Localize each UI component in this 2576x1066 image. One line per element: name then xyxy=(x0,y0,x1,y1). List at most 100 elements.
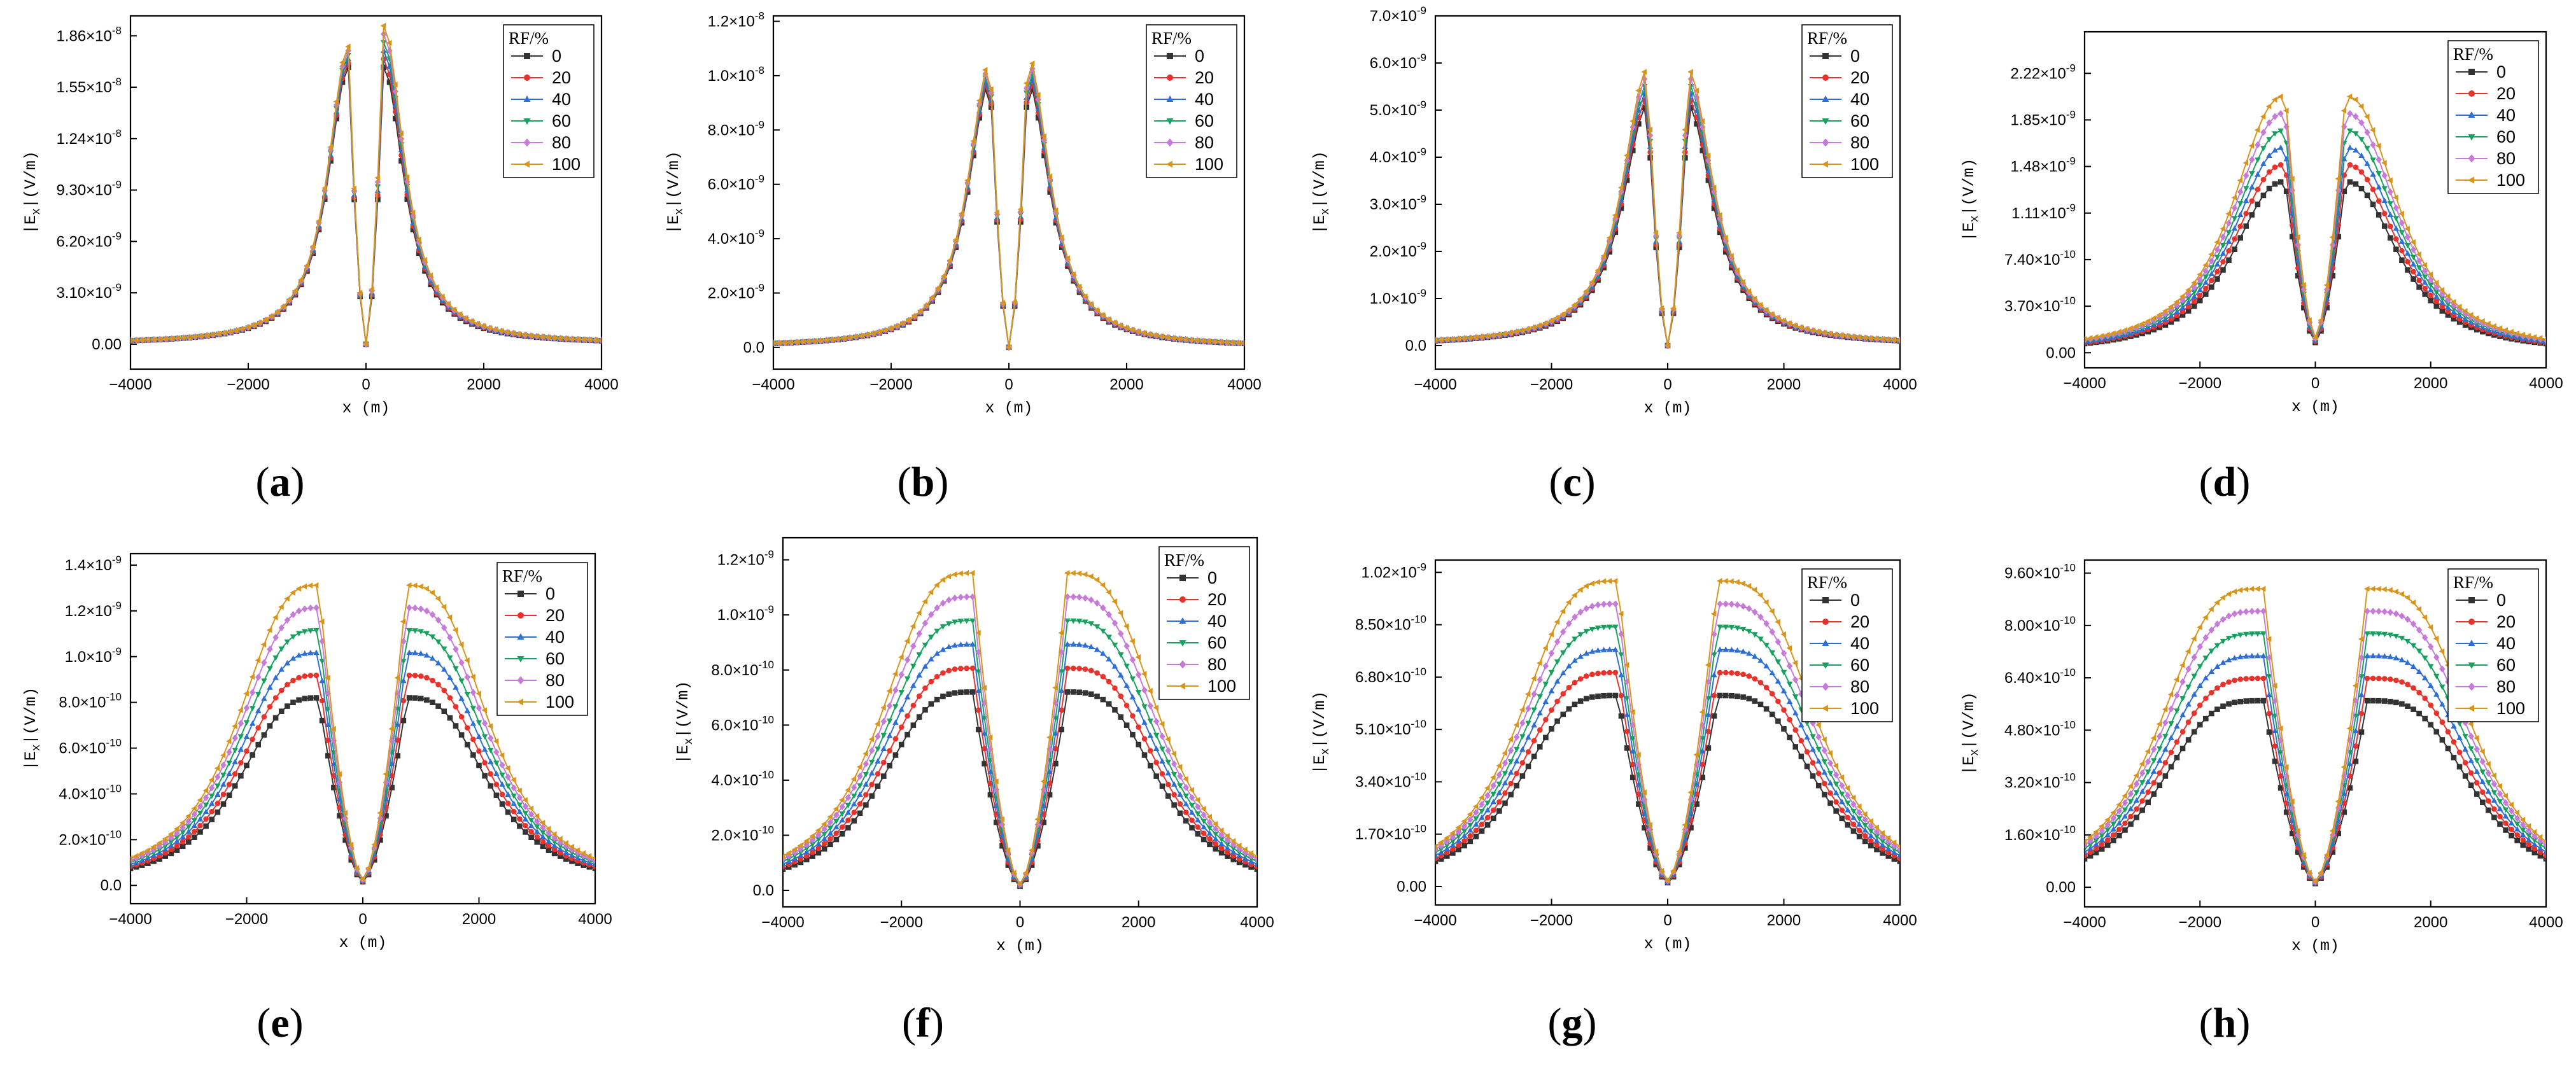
data-point xyxy=(905,316,911,323)
legend-label-60: 60 xyxy=(1850,111,1869,130)
data-point xyxy=(2156,311,2162,318)
series-group xyxy=(783,570,1257,890)
data-point xyxy=(2381,698,2388,704)
data-point xyxy=(179,824,186,831)
data-point xyxy=(2231,610,2238,618)
data-point xyxy=(2474,315,2479,321)
data-point xyxy=(1542,645,1548,652)
data-point xyxy=(2347,773,2353,779)
data-point xyxy=(2255,652,2261,659)
data-point xyxy=(204,332,209,339)
data-point xyxy=(1473,827,1479,834)
data-point xyxy=(365,865,371,871)
data-point xyxy=(1100,696,1106,703)
data-point xyxy=(1070,641,1077,647)
data-point xyxy=(1153,773,1159,779)
x-tick-label: −2000 xyxy=(225,911,268,928)
data-point xyxy=(237,746,244,752)
data-point xyxy=(563,840,568,846)
data-point xyxy=(406,604,412,612)
data-point xyxy=(797,842,803,849)
data-point xyxy=(2353,131,2359,137)
data-point xyxy=(2353,727,2359,734)
data-point xyxy=(1879,839,1886,845)
data-point xyxy=(1735,670,1740,677)
data-point xyxy=(1833,799,1839,805)
data-point xyxy=(1537,694,1543,700)
data-point xyxy=(2318,869,2324,876)
data-point xyxy=(2168,734,2174,740)
data-point xyxy=(499,761,505,769)
data-point xyxy=(1213,846,1219,852)
data-point xyxy=(1880,846,1885,852)
data-point xyxy=(2520,842,2526,848)
data-point xyxy=(2225,636,2232,642)
data-point xyxy=(2104,332,2110,338)
data-point xyxy=(539,820,545,826)
data-point xyxy=(1763,620,1770,628)
data-point xyxy=(2416,284,2422,290)
y-tick-label: 1.86×10-8 xyxy=(56,24,122,45)
data-point xyxy=(1053,761,1059,767)
data-point xyxy=(2421,274,2428,280)
legend-title: RF/% xyxy=(502,566,542,586)
data-point xyxy=(1082,666,1088,672)
data-point xyxy=(975,669,982,675)
data-point xyxy=(1076,619,1083,624)
data-point xyxy=(1159,783,1165,789)
data-point xyxy=(545,835,552,841)
data-point xyxy=(2185,286,2191,293)
data-point xyxy=(239,326,245,332)
data-point xyxy=(2225,219,2232,227)
data-point xyxy=(1600,624,1607,631)
data-point xyxy=(2265,636,2272,642)
data-point xyxy=(261,695,267,701)
data-point xyxy=(441,687,447,694)
data-point xyxy=(197,803,204,810)
data-point xyxy=(2381,631,2388,638)
data-point xyxy=(1123,325,1129,331)
data-point xyxy=(1088,596,1094,604)
data-point xyxy=(307,604,314,612)
data-point xyxy=(179,820,185,826)
data-point xyxy=(1041,133,1046,139)
data-point xyxy=(1734,647,1741,653)
data-point xyxy=(313,649,320,656)
data-point xyxy=(2248,143,2255,149)
data-point xyxy=(1200,811,1207,819)
data-point xyxy=(2110,822,2117,827)
y-axis-title: |Ex|(V/m) xyxy=(665,151,686,234)
data-point xyxy=(2502,792,2509,799)
data-point xyxy=(488,759,494,764)
data-point xyxy=(1566,663,1572,669)
data-point xyxy=(168,842,174,848)
data-point xyxy=(1734,267,1740,274)
data-point xyxy=(2375,198,2382,204)
data-point xyxy=(285,682,290,688)
data-point xyxy=(1082,594,1088,602)
data-point xyxy=(179,830,186,836)
x-tick-label: 2000 xyxy=(1767,912,1801,929)
data-point xyxy=(1838,332,1845,339)
data-point xyxy=(1484,801,1491,806)
data-point xyxy=(215,773,221,781)
data-point xyxy=(1153,332,1158,339)
data-point xyxy=(226,761,232,766)
data-point xyxy=(1064,689,1071,695)
data-point xyxy=(881,759,887,766)
data-point xyxy=(1600,253,1607,259)
data-point xyxy=(447,695,453,701)
data-point xyxy=(868,769,875,776)
data-point xyxy=(1594,625,1601,631)
data-point xyxy=(1565,599,1572,606)
data-point xyxy=(2381,186,2388,192)
data-point xyxy=(2451,723,2457,729)
y-tick-label: 6.0×10-10 xyxy=(711,713,774,734)
data-point xyxy=(2151,791,2157,797)
series-group xyxy=(773,60,1244,351)
data-point xyxy=(1653,850,1659,858)
data-point xyxy=(464,741,470,748)
data-point xyxy=(946,691,952,697)
data-point xyxy=(1206,338,1211,344)
data-point xyxy=(810,849,815,855)
